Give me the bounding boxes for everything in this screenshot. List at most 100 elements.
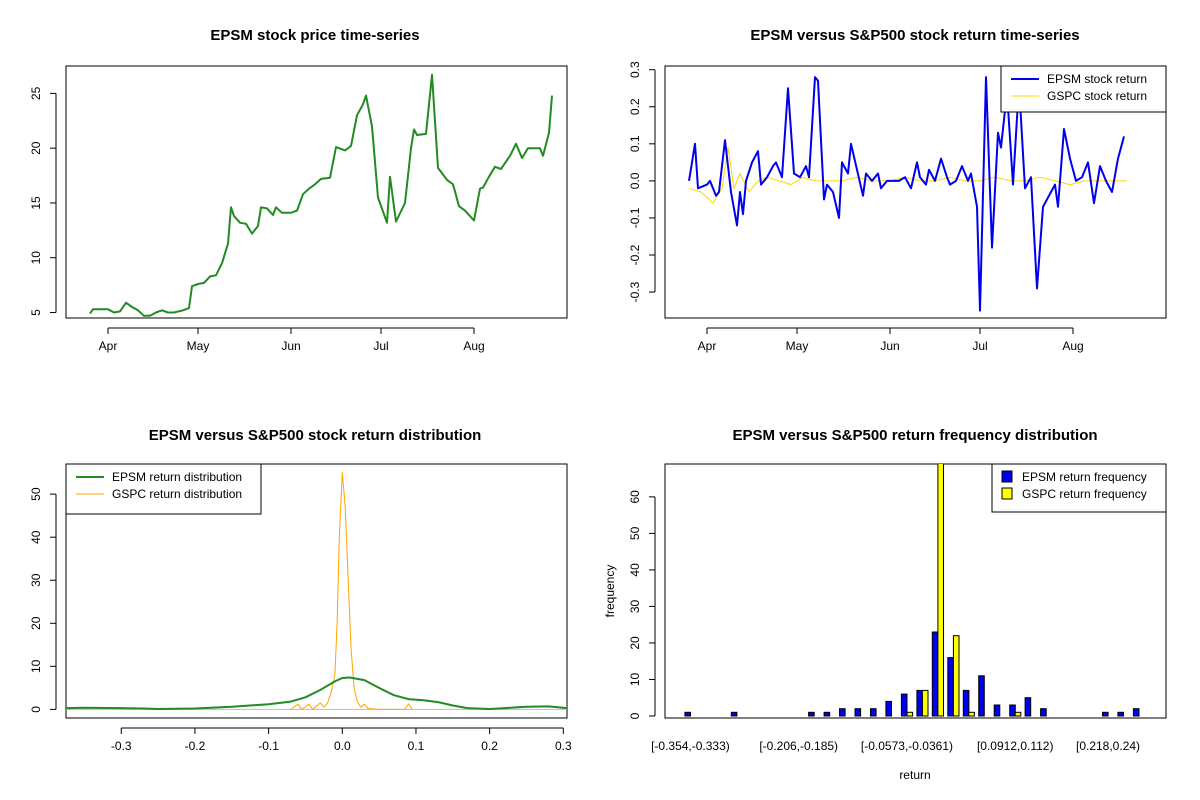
x-tick-label: Jun: [281, 339, 300, 353]
y-tick-label: 10: [29, 659, 43, 673]
legend-label: EPSM stock return: [1047, 72, 1147, 86]
legend-label: GSPC return distribution: [112, 487, 242, 501]
legend-swatch: [1001, 470, 1013, 483]
x-tick-label: -0.1: [258, 739, 279, 753]
epsm-bar: [885, 700, 893, 717]
y-tick-label: 0: [29, 706, 43, 713]
y-tick-label: 0.2: [628, 98, 642, 115]
gspc-bar: [1014, 711, 1022, 717]
epsm-bar: [1102, 711, 1109, 717]
y-tick-label: 40: [628, 563, 642, 577]
y-tick-label: -0.3: [628, 281, 642, 302]
x-tick-label: Aug: [463, 339, 484, 353]
y-tick-label: 30: [29, 573, 43, 587]
y-tick-label: 25: [29, 86, 43, 100]
price-line: [89, 73, 553, 317]
epsm-bar: [993, 704, 1001, 717]
x-tick-label: Jun: [880, 339, 899, 353]
legend-label: EPSM return frequency: [1022, 470, 1147, 484]
epsm-bar: [900, 693, 908, 717]
legend-swatch: [1001, 487, 1013, 500]
y-tick-label: 0: [628, 712, 642, 719]
y-tick-label: 15: [29, 196, 43, 210]
chart-title: EPSM versus S&P500 stock return distribu…: [149, 427, 482, 444]
epsm-bar: [854, 708, 862, 717]
epsm-return-line: [688, 76, 1125, 312]
y-tick-label: 5: [29, 309, 43, 316]
y-tick-label: -0.2: [628, 244, 642, 265]
bars: [684, 464, 1140, 717]
x-axis-label: return: [899, 768, 930, 782]
gspc-bar: [937, 464, 945, 717]
y-tick-label: 50: [29, 487, 43, 501]
epsm-bar: [1132, 708, 1140, 717]
plot-frame: [65, 463, 568, 719]
x-tick-label: Jul: [972, 339, 987, 353]
x-tick-label: -0.2: [185, 739, 206, 753]
legend-box: [991, 463, 1167, 513]
x-tick-label: May: [786, 339, 809, 353]
y-axis-label: frequency: [603, 565, 617, 618]
y-tick-label: 0.1: [628, 135, 642, 152]
y-tick-label: -0.1: [628, 207, 642, 228]
y-tick-label: 40: [29, 530, 43, 544]
epsm-bar: [978, 675, 985, 717]
chart-price-timeseries: EPSM stock price time-series 5 10 15 20 25 Apr…: [29, 27, 568, 353]
epsm-bar: [684, 711, 692, 717]
x-tick-label: [0.218,0.24): [1076, 739, 1140, 753]
epsm-bar: [808, 711, 815, 717]
gspc-bar: [906, 711, 914, 717]
plot-frame: [664, 65, 1167, 319]
epsm-bar: [1024, 697, 1032, 717]
chart-return-frequency: EPSM versus S&P500 return frequency dist…: [603, 427, 1167, 782]
x-tick-label: Apr: [698, 339, 717, 353]
x-tick-label: [-0.354,-0.333): [651, 739, 730, 753]
y-tick-label: 60: [628, 490, 642, 504]
gspc-density-line: [290, 472, 413, 710]
epsm-bar: [916, 689, 924, 717]
gspc-bar: [921, 689, 929, 717]
epsm-bar: [870, 708, 877, 717]
epsm-bar: [823, 711, 831, 717]
x-tick-label: [-0.0573,-0.0361): [861, 739, 953, 753]
x-tick-label: Apr: [99, 339, 118, 353]
plot-frame: [65, 65, 568, 319]
legend-label: GSPC return frequency: [1022, 487, 1147, 501]
legend-label: GSPC stock return: [1047, 89, 1147, 103]
x-tick-label: 0.2: [481, 739, 498, 753]
epsm-bar: [931, 631, 939, 717]
y-tick-label: 10: [29, 251, 43, 265]
gspc-bar: [968, 711, 975, 717]
epsm-bar: [839, 708, 846, 717]
legend-box: [65, 463, 262, 515]
y-tick-label: 30: [628, 599, 642, 613]
x-tick-label: [0.0912,0.112): [977, 739, 1054, 753]
plot-frame: [664, 463, 1167, 719]
epsm-bar: [947, 657, 954, 717]
legend-box: [1000, 65, 1167, 113]
y-tick-label: 20: [29, 141, 43, 155]
epsm-bar: [1117, 711, 1125, 717]
y-tick-label: 0.0: [628, 172, 642, 189]
chart-title: EPSM versus S&P500 return frequency dist…: [732, 427, 1097, 444]
epsm-bar: [1009, 704, 1016, 717]
x-tick-label: Jul: [373, 339, 388, 353]
x-tick-label: May: [187, 339, 210, 353]
epsm-bar: [1040, 708, 1047, 717]
legend-label: EPSM return distribution: [112, 470, 242, 484]
x-tick-label: 0.3: [555, 739, 572, 753]
chart-return-timeseries: EPSM versus S&P500 stock return time-ser…: [628, 27, 1167, 353]
epsm-bar: [962, 689, 970, 717]
y-tick-label: 0.3: [628, 61, 642, 78]
chart-return-distribution: EPSM versus S&P500 stock return distribu…: [29, 427, 572, 753]
x-tick-label: 0.1: [408, 739, 425, 753]
epsm-density-line: [65, 676, 568, 710]
y-tick-label: 50: [628, 526, 642, 540]
gspc-bar: [952, 635, 960, 717]
x-tick-label: 0.0: [334, 739, 351, 753]
epsm-bar: [730, 711, 738, 717]
y-tick-label: 20: [29, 616, 43, 630]
chart-title: EPSM versus S&P500 stock return time-ser…: [750, 27, 1079, 44]
y-tick-label: 10: [628, 672, 642, 686]
